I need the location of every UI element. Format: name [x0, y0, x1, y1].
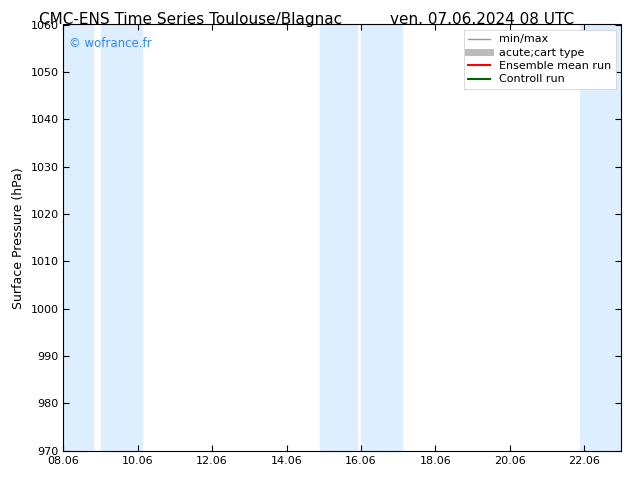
Text: ven. 07.06.2024 08 UTC: ven. 07.06.2024 08 UTC [390, 12, 574, 27]
Bar [320, 24, 357, 451]
Y-axis label: Surface Pressure (hPa): Surface Pressure (hPa) [12, 167, 25, 309]
Bar [60, 24, 93, 451]
Text: © wofrance.fr: © wofrance.fr [69, 37, 152, 50]
Bar [101, 24, 141, 451]
Legend: min/max, acute;cart type, Ensemble mean run, Controll run: min/max, acute;cart type, Ensemble mean … [463, 30, 616, 89]
Text: CMC-ENS Time Series Toulouse/Blagnac: CMC-ENS Time Series Toulouse/Blagnac [39, 12, 342, 27]
Bar [580, 24, 625, 451]
Bar [361, 24, 402, 451]
